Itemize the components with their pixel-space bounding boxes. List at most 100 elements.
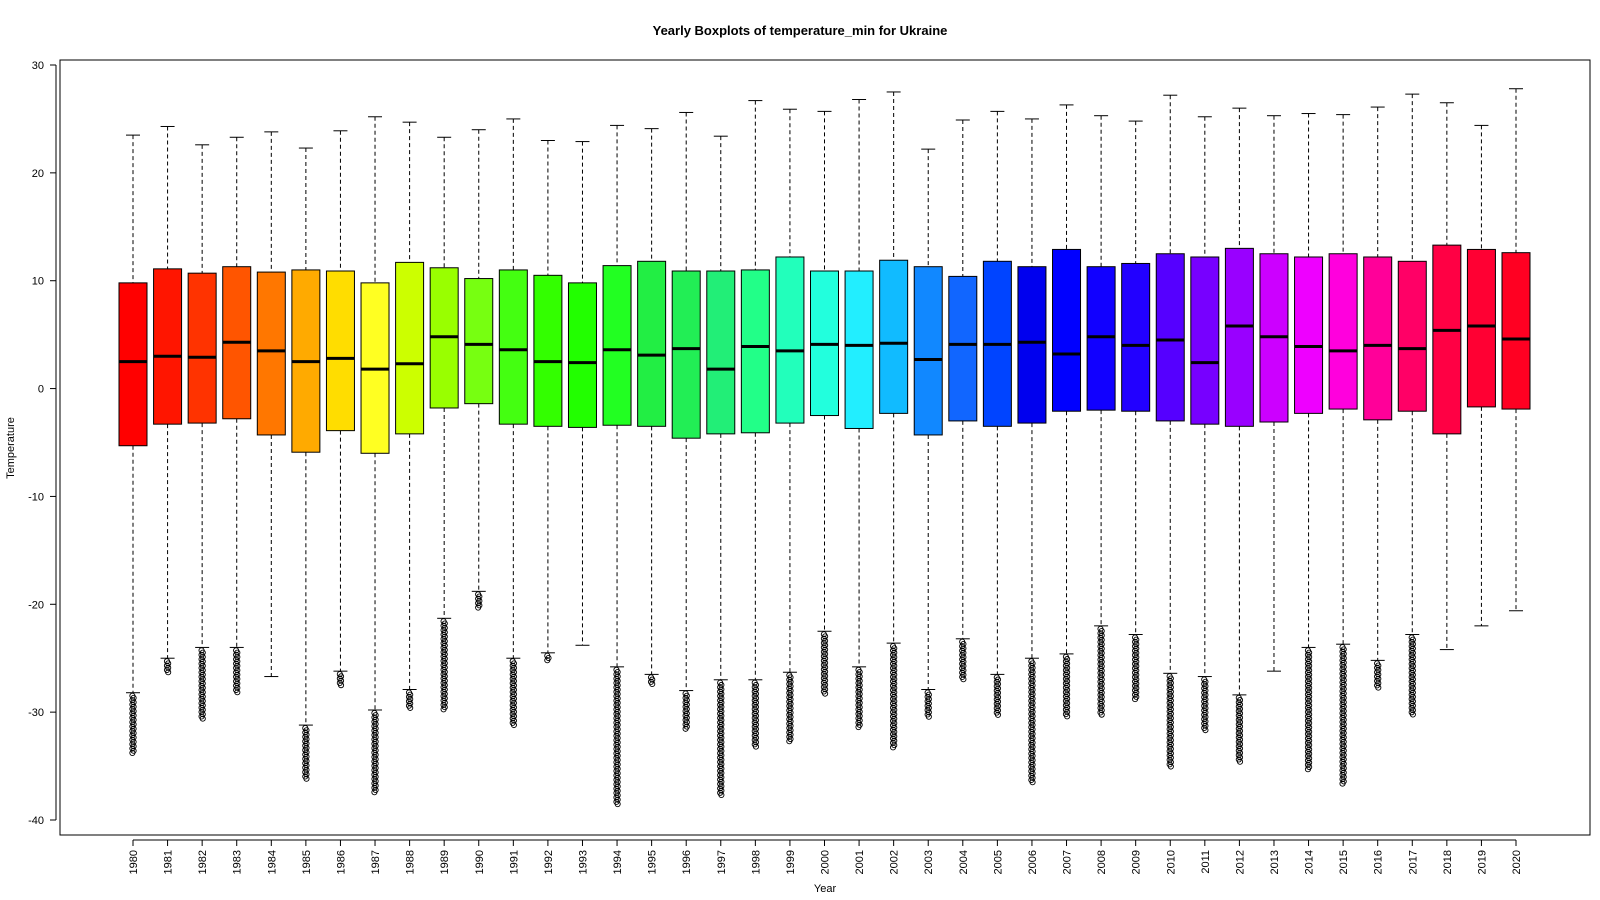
box-1995	[637, 128, 667, 688]
box-2007	[1052, 104, 1082, 720]
box-1987	[360, 116, 390, 796]
box-rect	[844, 270, 874, 429]
x-tick-label: 1995	[647, 850, 659, 874]
outlier-point	[1236, 758, 1244, 765]
outlier-point	[1132, 696, 1139, 703]
box-rect	[1363, 256, 1393, 421]
x-tick-label: 1981	[163, 850, 175, 874]
box-rect	[948, 275, 978, 422]
outlier-point	[649, 680, 656, 688]
box-rect	[153, 268, 183, 425]
box-2020	[1501, 88, 1531, 612]
x-tick-label: 1997	[716, 850, 728, 874]
box-rect	[395, 261, 425, 435]
box-rect	[879, 259, 909, 414]
y-tick-label: -20	[28, 599, 44, 611]
box-2011	[1190, 116, 1220, 734]
box-2015	[1328, 114, 1358, 787]
x-tick-label: 2020	[1511, 850, 1523, 874]
box-rect	[256, 271, 286, 436]
y-axis-label: Temperature	[5, 417, 17, 479]
box-1988	[395, 121, 425, 711]
x-tick-label: 2011	[1200, 850, 1212, 874]
box-2018	[1432, 102, 1462, 651]
outlier-point	[1167, 763, 1174, 770]
x-tick-label: 1994	[612, 850, 624, 874]
box-2016	[1363, 106, 1393, 691]
x-tick-label: 2002	[889, 850, 901, 874]
x-tick-label: 1989	[439, 850, 451, 874]
boxes-layer	[118, 88, 1531, 808]
box-1993	[567, 141, 597, 646]
outlier-point	[1202, 727, 1209, 734]
box-2002	[879, 91, 909, 751]
box-1992	[533, 140, 563, 664]
chart-title: Yearly Boxplots of temperature_min for U…	[653, 23, 948, 38]
box-2001	[844, 99, 874, 731]
x-tick-label: 1992	[543, 850, 555, 874]
x-tick-label: 2012	[1234, 850, 1246, 874]
box-rect	[637, 260, 667, 427]
box-2017	[1397, 93, 1427, 718]
outlier-point	[960, 676, 967, 683]
outlier-point	[1304, 766, 1311, 773]
x-tick-label: 2005	[992, 850, 1004, 874]
box-2006	[1017, 118, 1047, 786]
box-rect	[533, 274, 563, 427]
box-1991	[498, 118, 528, 729]
x-tick-label: 1983	[232, 850, 244, 874]
x-tick-label: 1993	[577, 850, 589, 874]
outlier-point	[1029, 779, 1036, 786]
y-tick-label: 0	[38, 384, 44, 396]
y-tick-label: -40	[28, 815, 44, 827]
x-tick-label: 2000	[820, 850, 832, 874]
x-tick-label: 2004	[958, 850, 970, 874]
box-2000	[810, 110, 839, 697]
box-2012	[1224, 107, 1254, 765]
outlier-point	[544, 657, 551, 664]
box-2005	[982, 110, 1012, 718]
box-rect	[325, 270, 355, 432]
box-1998	[740, 100, 770, 750]
box-rect	[1155, 253, 1185, 422]
box-rect	[775, 256, 805, 424]
plot-frame	[59, 59, 1591, 836]
outlier-point	[822, 690, 829, 697]
box-rect	[1432, 244, 1462, 435]
box-rect	[706, 270, 736, 435]
outlier-point	[1098, 711, 1105, 718]
box-rect	[1328, 253, 1358, 410]
box-1982	[187, 144, 217, 722]
box-2008	[1086, 115, 1116, 718]
box-rect	[118, 282, 148, 447]
box-rect	[187, 272, 217, 424]
box-2009	[1121, 120, 1151, 703]
box-rect	[1121, 262, 1151, 412]
outlier-point	[303, 775, 310, 782]
outlier-point	[1064, 713, 1071, 720]
box-2010	[1155, 94, 1185, 770]
outlier-point	[890, 744, 897, 751]
x-tick-label: 1988	[405, 850, 417, 874]
x-tick-label: 2018	[1442, 850, 1454, 874]
box-rect	[1466, 248, 1496, 408]
outlier-point	[165, 669, 172, 676]
x-axis-label: Year	[814, 883, 837, 895]
outlier-point	[199, 715, 206, 722]
box-rect	[1501, 252, 1531, 410]
outlier-point	[407, 704, 414, 711]
box-2004	[948, 119, 978, 683]
box-rect	[567, 282, 597, 428]
box-rect	[1086, 266, 1116, 411]
x-tick-label: 2010	[1165, 850, 1177, 874]
box-1989	[429, 136, 459, 713]
y-tick-label: -30	[28, 707, 44, 719]
box-rect	[1294, 256, 1324, 414]
x-tick-label: 1990	[474, 850, 486, 874]
box-rect	[1052, 248, 1082, 412]
y-axis: 30 20 10 0 -10 -20 -30 -40	[28, 60, 57, 827]
x-tick-label: 1980	[128, 850, 140, 874]
box-1994	[602, 124, 632, 808]
